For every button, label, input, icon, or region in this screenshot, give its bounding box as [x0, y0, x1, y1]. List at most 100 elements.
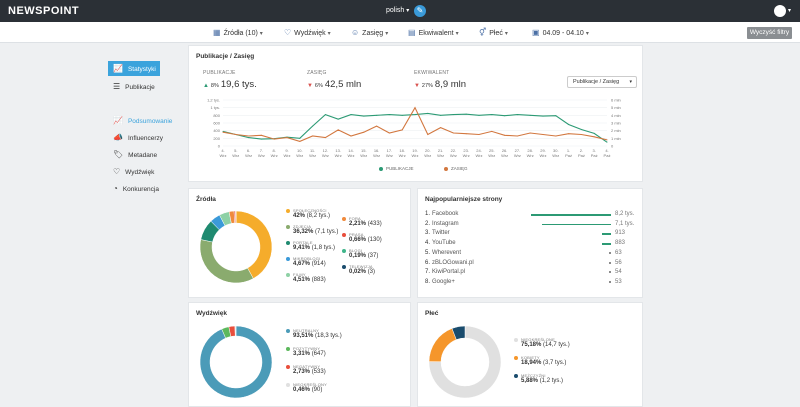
sentiment-card: Wydźwięk NEUTRALNY 93,51% (18,3 tys.) POZY… [188, 302, 411, 407]
sidebar-item-label: Influencerzy [127, 135, 164, 142]
y-left-tick-label: 1 tys. [210, 105, 220, 110]
x-tick-label: Wrz [258, 153, 265, 158]
site-bar [609, 280, 611, 283]
legend-swatch [286, 273, 290, 277]
data-point [568, 133, 570, 135]
user-avatar-icon[interactable] [774, 5, 786, 17]
list-item[interactable]: 8. Google+ 53 [425, 279, 625, 288]
rank: 1. [425, 211, 431, 217]
x-tick-label: 5. [234, 148, 237, 153]
data-point [440, 114, 442, 116]
chevron-down-icon: ▾ [455, 31, 459, 37]
legend-swatch [514, 356, 518, 360]
list-item[interactable]: 2. Instagram 7,1 tys. [425, 220, 634, 230]
rank: 3. [425, 230, 431, 237]
list-item[interactable]: 3. Twitter 913 [425, 230, 625, 239]
clear-filters-button[interactable]: Wyczyść filtry [747, 27, 792, 39]
data-point [324, 114, 326, 116]
legend-value: 2,73% (533) [293, 369, 326, 375]
x-tick-label: 1. [567, 148, 570, 153]
x-tick-label: Wrz [411, 153, 418, 158]
site-count: 54 [615, 269, 622, 276]
y-left-tick-label: 600 [213, 121, 220, 126]
filter-sources[interactable]: ▦ Źródła (10) ▾ [213, 28, 263, 37]
legend-swatch [342, 249, 346, 253]
x-tick-label: 21. [438, 148, 444, 153]
donut-slice [235, 210, 273, 279]
pie-icon: ◔ [113, 184, 118, 193]
data-point [388, 132, 390, 134]
language-selector[interactable]: polish ▾ [386, 7, 409, 14]
data-point [452, 132, 454, 134]
list-item[interactable]: 4. YouTube 883 [425, 240, 625, 249]
y-left-tick-label: 800 [213, 113, 220, 118]
sidebar-item-wydzwiek[interactable]: ♡ Wydźwięk [108, 164, 160, 179]
list-item[interactable]: 5. Wherevent 63 [425, 250, 625, 259]
chevron-down-icon: ▾ [327, 31, 331, 37]
x-tick-label: Wrz [373, 153, 380, 158]
data-point [568, 124, 570, 126]
legend-swatch [286, 257, 290, 261]
site-name: Instagram [432, 220, 459, 227]
site-bar [531, 214, 611, 216]
card-title: Źródła [196, 196, 216, 203]
kpi-equivalent: EKWIWALENT ▼ 27% 8,9 mln [414, 70, 466, 90]
filter-dates[interactable]: ▣ 04.09 - 04.10 ▾ [532, 28, 589, 37]
x-tick-label: 25. [489, 148, 495, 153]
data-point [427, 134, 429, 135]
x-tick-label: 10. [297, 148, 303, 153]
chart-legend: PUBLIKACJE ZASIĘG [379, 166, 468, 171]
filter-reach[interactable]: ☺ Zasięg ▾ [351, 28, 388, 37]
legend-value: 42% (8,2 tys.) [293, 213, 331, 219]
site-name: zBLOGowani.pl [432, 259, 474, 266]
megaphone-icon: 📣 [113, 133, 123, 142]
x-tick-label: 29. [540, 148, 546, 153]
gender-icon: ⚥ [479, 28, 487, 37]
sidebar-item-podsumowanie[interactable]: 📈 Podsumowanie [108, 113, 172, 128]
list-item[interactable]: 6. zBLOGowani.pl 56 [425, 260, 625, 269]
sidebar-item-influencerzy[interactable]: 📣 Influencerzy [108, 130, 164, 145]
app-logo[interactable]: NEWSPOINT [8, 5, 80, 17]
site-name: YouTube [432, 240, 456, 247]
kpi-publications: PUBLIKACJE ▲ 8% 19,6 tys. [203, 70, 257, 90]
x-tick-label: Wrz [219, 153, 226, 158]
x-tick-label: Wrz [514, 153, 521, 158]
data-point [299, 137, 301, 139]
chart-type-select[interactable]: Publikacje / Zasięg ▾ [567, 76, 637, 88]
kpi-label: EKWIWALENT [414, 70, 450, 76]
card-title: Najpopularniejsze strony [425, 196, 503, 203]
list-item[interactable]: 1. Facebook 8,2 tys. [425, 211, 634, 220]
legend-value: 2,21% (433) [349, 221, 382, 227]
data-point [516, 114, 518, 116]
kpi-pct: 27% [421, 83, 433, 89]
data-point [542, 134, 544, 135]
sidebar-item-publikacje[interactable]: ☰ Publikacje [108, 79, 160, 94]
data-point [273, 138, 275, 140]
filter-gender-label: Płeć [489, 30, 503, 37]
legend-value: 9,41% (1,8 tys.) [293, 245, 336, 251]
legend-swatch [342, 265, 346, 269]
chevron-down-icon: ▾ [629, 79, 632, 85]
list-item[interactable]: 7. KiwiPortal.pl 54 [425, 269, 625, 278]
data-point [465, 113, 467, 115]
legend-value: 5,88% (1,2 tys.) [521, 378, 564, 384]
top-sites-card: Najpopularniejsze strony 1. Facebook 8,2 t… [417, 188, 643, 298]
data-point [350, 114, 352, 116]
data-point [324, 137, 326, 139]
sidebar-item-metadane[interactable]: 🏷 Metadane [108, 147, 160, 162]
filter-equivalent[interactable]: ▤ Ekwiwalent ▾ [408, 28, 459, 37]
filter-gender[interactable]: ⚥ Płeć ▾ [479, 28, 508, 37]
filter-sentiment[interactable]: ♡ Wydźwięk ▾ [284, 28, 331, 37]
data-point [222, 130, 224, 132]
x-tick-label: 27. [515, 148, 521, 153]
chevron-down-icon: ▾ [585, 31, 589, 37]
edit-icon[interactable]: ✎ [414, 5, 426, 17]
x-tick-label: Wrz [552, 153, 559, 158]
list-icon: ☰ [113, 82, 121, 91]
x-tick-label: 4. [605, 148, 608, 153]
sidebar-item-konkurencja[interactable]: ◔ Konkurencja [108, 181, 160, 196]
x-tick-label: 9. [285, 148, 288, 153]
sidebar-item-statystyki[interactable]: 📈 Statystyki [108, 61, 160, 76]
chevron-down-icon[interactable]: ▾ [788, 8, 792, 14]
arrow-up-icon: ▲ [203, 83, 209, 89]
